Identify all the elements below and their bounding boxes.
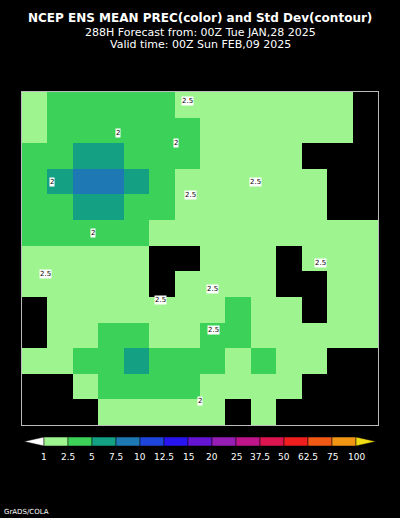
svg-text:5: 5	[89, 452, 95, 462]
svg-text:2: 2	[174, 139, 178, 147]
svg-text:2.5: 2.5	[40, 270, 51, 278]
svg-text:37.5: 37.5	[250, 452, 270, 462]
svg-text:2.5: 2.5	[315, 259, 326, 267]
svg-text:1: 1	[41, 452, 47, 462]
svg-text:50: 50	[278, 452, 290, 462]
svg-text:2.5: 2.5	[208, 326, 219, 334]
svg-text:75: 75	[327, 452, 338, 462]
svg-text:2: 2	[91, 229, 95, 237]
svg-text:2: 2	[116, 129, 120, 137]
svg-text:7.5: 7.5	[109, 452, 123, 462]
svg-text:GrADS/COLA: GrADS/COLA	[4, 508, 49, 516]
svg-text:288H Forecast from: 00Z Tue JA: 288H Forecast from: 00Z Tue JAN,28 2025	[85, 26, 316, 39]
svg-text:2: 2	[198, 397, 202, 405]
svg-text:2.5: 2.5	[155, 296, 166, 304]
svg-text:NCEP ENS MEAN PREC(color) and: NCEP ENS MEAN PREC(color) and Std Dev(co…	[28, 11, 372, 25]
svg-text:2.5: 2.5	[182, 97, 193, 105]
svg-text:10: 10	[134, 452, 146, 462]
svg-text:2.5: 2.5	[61, 452, 75, 462]
svg-text:2.5: 2.5	[185, 191, 196, 199]
svg-text:20: 20	[206, 452, 218, 462]
svg-text:62.5: 62.5	[298, 452, 318, 462]
svg-text:100: 100	[348, 452, 365, 462]
svg-text:2: 2	[50, 178, 54, 186]
svg-text:2.5: 2.5	[207, 285, 218, 293]
svg-text:Valid time: 00Z Sun FEB,09 202: Valid time: 00Z Sun FEB,09 2025	[110, 38, 291, 51]
svg-text:25: 25	[231, 452, 242, 462]
svg-text:12.5: 12.5	[154, 452, 174, 462]
svg-text:15: 15	[183, 452, 194, 462]
svg-text:2.5: 2.5	[250, 178, 261, 186]
